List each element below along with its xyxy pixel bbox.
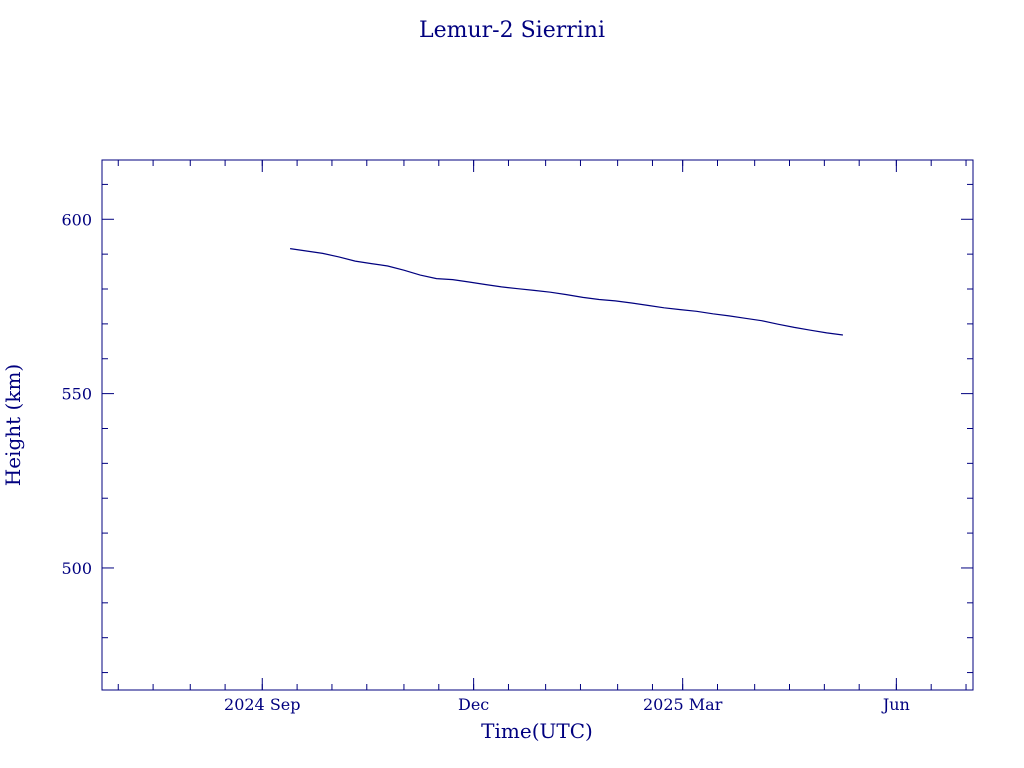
- series-layer: [290, 248, 843, 336]
- tick-labels: 500 550 600 2024 Sep Dec 2025 Mar Jun: [61, 210, 909, 714]
- x-tick-label: 2024 Sep: [224, 695, 300, 714]
- x-tick-label: 2025 Mar: [643, 695, 723, 714]
- chart-title: Lemur-2 Sierrini: [419, 18, 605, 43]
- y-axis-label: Height (km): [1, 364, 25, 486]
- y-tick-label: 600: [61, 210, 92, 229]
- axis-ticks: [102, 160, 973, 690]
- x-axis-label: Time(UTC): [481, 719, 593, 743]
- x-tick-label: Jun: [881, 695, 910, 714]
- series-line: [290, 248, 843, 336]
- y-tick-label: 550: [61, 385, 92, 404]
- x-tick-label: Dec: [458, 695, 489, 714]
- plot-frame: [101, 159, 974, 691]
- y-tick-label: 500: [61, 559, 92, 578]
